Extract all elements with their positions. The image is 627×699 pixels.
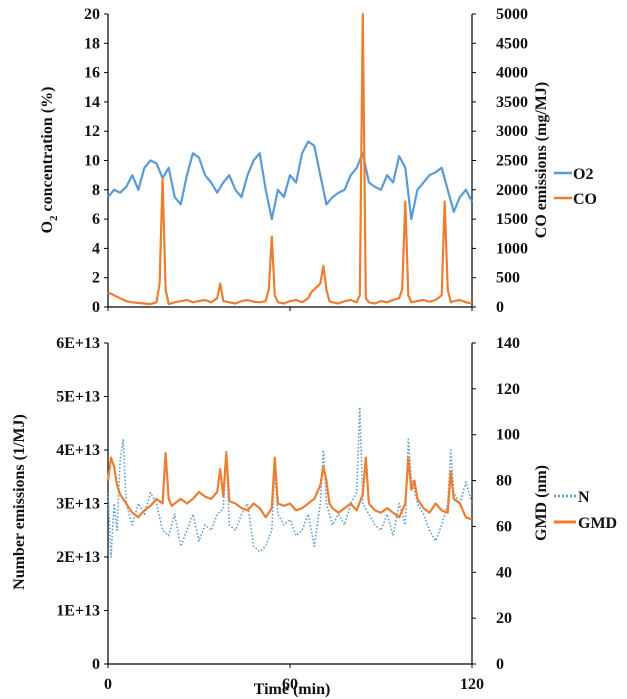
series-line-gmd xyxy=(106,452,473,521)
left-tick-label: 18 xyxy=(84,35,100,52)
bottom-tick-labels: 0 1E+13 2E+13 3E+13 4E+13 5E+13 6E+13 0 20 40 60 80… xyxy=(56,335,520,693)
legend-n-label: N xyxy=(578,489,590,506)
left-tick-label: 4E+13 xyxy=(56,442,100,459)
right-tick-label: 4000 xyxy=(496,65,528,82)
right-tick-label: 1000 xyxy=(496,240,528,257)
top-chart: 0 2 4 6 8 10 12 14 16 18 20 0 500 1000 1500 2000 2500 300… xyxy=(39,6,597,316)
top-legend: O2 CO xyxy=(554,166,597,208)
legend-gmd-label: GMD xyxy=(578,515,617,532)
right-tick-label: 80 xyxy=(496,473,512,490)
left-tick-label: 1E+13 xyxy=(56,603,100,620)
left-tick-label: 14 xyxy=(84,94,100,111)
right-tick-label: 120 xyxy=(496,381,520,398)
right-tick-label: 40 xyxy=(496,564,512,581)
bottom-series-layer xyxy=(106,406,473,558)
left-tick-label: 6 xyxy=(92,211,100,228)
left-tick-label: 20 xyxy=(84,6,100,23)
series-line-co xyxy=(107,12,473,306)
bottom-right-axis-label: GMD (nm) xyxy=(533,465,550,541)
top-left-axis-label-rest: concentration (%) xyxy=(39,87,56,216)
right-tick-label: 20 xyxy=(496,610,512,627)
right-tick-label: 1500 xyxy=(496,211,528,228)
left-tick-label: 0 xyxy=(92,299,100,316)
series-line-n xyxy=(107,406,473,558)
bottom-chart: 0 1E+13 2E+13 3E+13 4E+13 5E+13 6E+13 0 20 40 60 80… xyxy=(11,335,617,698)
right-tick-label: 60 xyxy=(496,518,512,535)
right-tick-label: 2500 xyxy=(496,153,528,170)
legend-o2-label: O2 xyxy=(573,166,593,183)
right-tick-label: 0 xyxy=(496,656,504,673)
right-tick-label: 0 xyxy=(496,299,504,316)
right-tick-label: 100 xyxy=(496,427,520,444)
right-tick-label: 4500 xyxy=(496,35,528,52)
x-tick-label: 120 xyxy=(460,676,484,693)
bottom-left-axis-label: Number emissions (1/MJ) xyxy=(11,414,28,590)
bottom-legend: N GMD xyxy=(554,489,617,532)
bottom-axes xyxy=(104,342,476,668)
left-tick-label: 12 xyxy=(84,123,100,140)
left-tick-label: 6E+13 xyxy=(56,335,100,352)
x-axis-title: Time (min) xyxy=(254,681,331,698)
right-tick-label: 500 xyxy=(496,270,520,287)
top-right-axis-label: CO emissions (mg/MJ) xyxy=(533,82,550,238)
left-tick-label: 4 xyxy=(92,240,100,257)
left-tick-label: 5E+13 xyxy=(56,389,100,406)
top-left-axis-label-sub: 2 xyxy=(48,215,60,221)
left-tick-label: 10 xyxy=(84,153,100,170)
right-tick-label: 3500 xyxy=(496,94,528,111)
left-tick-label: 16 xyxy=(84,65,100,82)
x-tick-label: 60 xyxy=(282,676,298,693)
right-tick-label: 5000 xyxy=(496,6,528,23)
left-tick-label: 2E+13 xyxy=(56,549,100,566)
left-tick-label: 3E+13 xyxy=(56,496,100,513)
left-tick-label: 8 xyxy=(92,182,100,199)
right-tick-label: 140 xyxy=(496,335,520,352)
legend-co-label: CO xyxy=(573,191,597,208)
left-tick-label: 2 xyxy=(92,270,100,287)
right-tick-label: 2000 xyxy=(496,182,528,199)
top-series-layer xyxy=(107,12,473,306)
right-tick-label: 3000 xyxy=(496,123,528,140)
x-tick-label: 0 xyxy=(104,676,112,693)
top-axes xyxy=(104,13,476,311)
left-tick-label: 0 xyxy=(92,656,100,673)
series-line-o2 xyxy=(107,140,473,221)
top-left-axis-label-main: O xyxy=(39,221,56,233)
top-left-axis-label: O2 concentration (%) xyxy=(39,87,60,234)
top-tick-labels: 0 2 4 6 8 10 12 14 16 18 20 0 500 1000 1500 2000 2500 300… xyxy=(84,6,528,316)
